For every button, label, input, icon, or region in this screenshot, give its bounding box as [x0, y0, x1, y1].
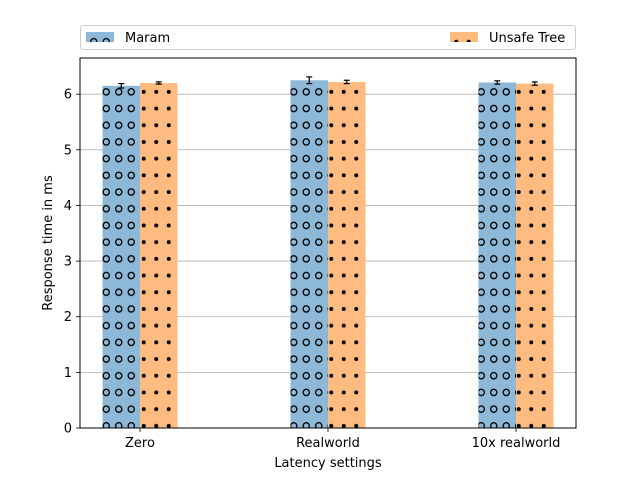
bar-hatch-unsafe-tree: [140, 83, 178, 428]
x-tick-label: Realworld: [296, 436, 360, 451]
y-axis-label: Response time in ms: [41, 175, 56, 311]
bar-hatch-maram: [102, 85, 140, 428]
y-tick-label: 5: [64, 143, 72, 158]
legend: Maram Unsafe Tree: [80, 25, 576, 50]
y-tick-label: 4: [64, 199, 72, 214]
bar-hatch-maram: [290, 80, 328, 428]
bar-hatch-unsafe-tree: [328, 81, 366, 428]
y-axis: 0 1 2 3 4 5 6: [64, 88, 80, 437]
bar-hatch-unsafe-tree: [516, 83, 554, 428]
y-tick-label: 2: [64, 310, 72, 325]
x-axis-label: Latency settings: [274, 456, 382, 471]
legend-label-unsafe-tree: Unsafe Tree: [489, 31, 565, 46]
bar-hatch-maram: [478, 82, 516, 428]
y-tick-label: 0: [64, 422, 72, 437]
legend-swatch-hatch-maram: [86, 32, 114, 42]
x-axis: Zero Realworld 10x realworld: [125, 428, 560, 451]
legend-swatch-hatch-unsafe-tree: [450, 32, 478, 42]
y-tick-label: 6: [64, 88, 72, 103]
y-tick-label: 3: [64, 255, 72, 270]
legend-frame: [80, 25, 576, 50]
bars: [102, 80, 554, 428]
x-tick-label: Zero: [125, 436, 155, 451]
y-tick-label: 1: [64, 366, 72, 381]
x-tick-label: 10x realworld: [472, 436, 561, 451]
error-bars: [118, 76, 538, 89]
legend-label-maram: Maram: [125, 31, 170, 46]
